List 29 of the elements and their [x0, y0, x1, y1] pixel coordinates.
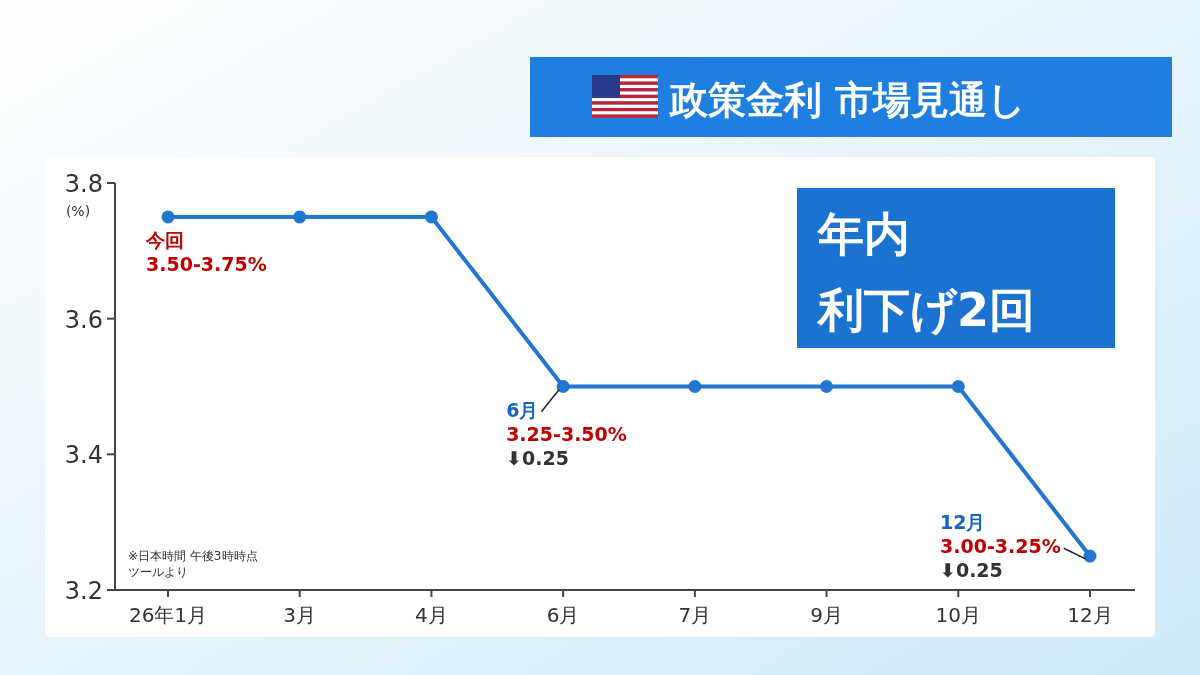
y-tick-label: 3.2 [64, 577, 103, 605]
point [951, 380, 965, 393]
annotation: 12月 3.00-3.25% ⬇0.25 [940, 511, 1061, 582]
y-tick-label: 3.8 [64, 170, 103, 198]
y-tick-label: 3.6 [64, 305, 103, 334]
x-tick-label: 7月 [678, 603, 712, 627]
annotation: 年内 [816, 207, 910, 261]
annotation: 利下げ2回 [816, 283, 1036, 337]
x-tick-label: 12月 [1067, 603, 1113, 627]
x-tick-label: 6月 [546, 603, 580, 627]
point [293, 210, 307, 224]
point [1083, 549, 1097, 563]
annotation: 6月 3.25-3.50% ⬇0.25 [506, 398, 627, 469]
chart-title: 政策金利 市場見通し [669, 78, 1027, 122]
point [820, 380, 834, 393]
annotation: 今回 3.50-3.75% [145, 228, 267, 275]
point [556, 380, 570, 393]
point [424, 210, 438, 224]
x-tick-label: 9月 [810, 603, 843, 627]
y-axis-title: (%) [65, 203, 91, 219]
annotation: ツールより [128, 565, 188, 579]
x-tick-label: 4月 [415, 603, 448, 627]
x-tick-label: 10月 [935, 603, 982, 627]
x-tick-label: 3月 [283, 603, 317, 627]
point [161, 210, 175, 224]
point [688, 380, 702, 393]
annotation: ※日本時間 午後3時時点 [128, 549, 258, 563]
x-tick-label: 26年1月 [128, 603, 208, 627]
y-tick-label: 3.4 [64, 441, 103, 470]
